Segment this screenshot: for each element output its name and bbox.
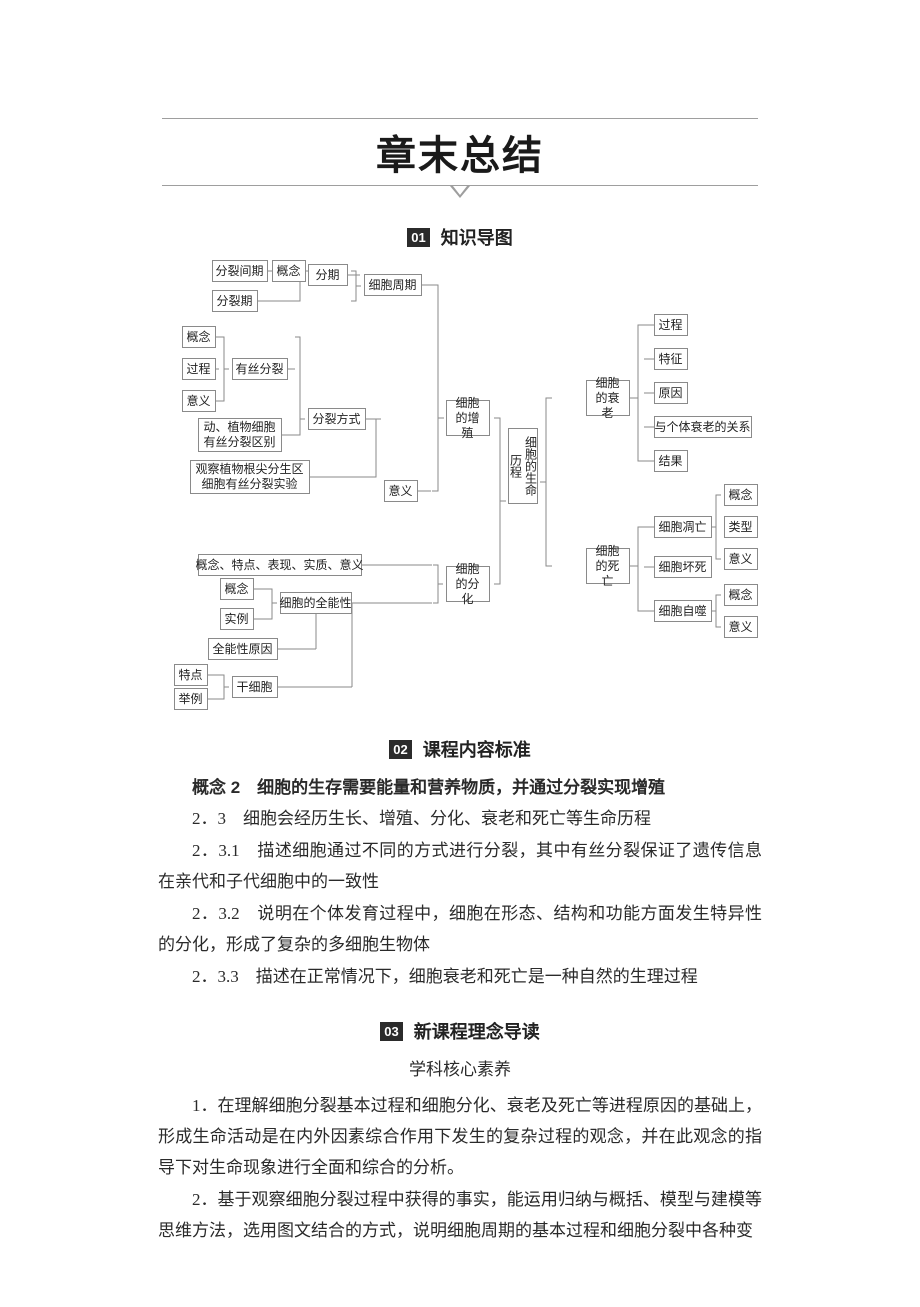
section-label: 知识导图: [441, 228, 513, 248]
diagram-node: 特征: [654, 348, 688, 370]
core-label: 学科核心素养: [158, 1054, 762, 1085]
diagram-node: 细胞周期: [364, 274, 422, 296]
core-literacy-body: 学科核心素养 1．在理解细胞分裂基本过程和细胞分化、衰老及死亡等进程原因的基础上…: [158, 1054, 762, 1247]
paragraph-2-3-2: 2．3.2 说明在个体发育过程中，细胞在形态、结构和功能方面发生特异性的分化，形…: [158, 898, 762, 961]
chapter-title: 章末总结: [158, 123, 762, 181]
diagram-node: 分裂期: [212, 290, 258, 312]
diagram-node: 细胞的全能性: [280, 592, 352, 614]
diagram-node: 特点: [174, 664, 208, 686]
section-label: 新课程理念导读: [414, 1022, 540, 1042]
diagram-node: 全能性原因: [208, 638, 278, 660]
diagram-node: 细胞自噬: [654, 600, 712, 622]
diagram-node: 观察植物根尖分生区细胞有丝分裂实验: [190, 460, 310, 494]
section-badge: 01: [407, 228, 429, 247]
section-heading-01: 01 知识导图: [158, 224, 762, 250]
diagram-node: 概念: [724, 484, 758, 506]
diagram-node: 细胞坏死: [654, 556, 712, 578]
core-paragraph-2: 2．基于观察细胞分裂过程中获得的事实，能运用归纳与概括、模型与建模等思维方法，选…: [158, 1184, 762, 1247]
banner-chevron-icon: [450, 186, 470, 198]
paragraph-2-3: 2．3 细胞会经历生长、增殖、分化、衰老和死亡等生命历程: [158, 803, 762, 834]
diagram-node: 意义: [182, 390, 216, 412]
knowledge-map-diagram: 细胞的生命历程细胞的增殖细胞的分化细胞的衰老细胞的死亡细胞周期分期概念分裂间期分…: [168, 260, 753, 710]
section-label: 课程内容标准: [423, 740, 531, 760]
concept-heading: 概念 2 细胞的生存需要能量和营养物质，并通过分裂实现增殖: [158, 772, 762, 803]
diagram-node: 细胞的分化: [446, 566, 490, 602]
diagram-node: 意义: [724, 548, 758, 570]
diagram-node: 类型: [724, 516, 758, 538]
paragraph-2-3-3: 2．3.3 描述在正常情况下，细胞衰老和死亡是一种自然的生理过程: [158, 961, 762, 992]
diagram-node: 细胞凋亡: [654, 516, 712, 538]
diagram-node: 实例: [220, 608, 254, 630]
diagram-node: 概念: [724, 584, 758, 606]
diagram-node: 过程: [654, 314, 688, 336]
core-paragraph-1: 1．在理解细胞分裂基本过程和细胞分化、衰老及死亡等进程原因的基础上，形成生命活动…: [158, 1090, 762, 1184]
diagram-node: 有丝分裂: [232, 358, 288, 380]
diagram-node: 细胞的生命历程: [508, 428, 538, 504]
diagram-node: 过程: [182, 358, 216, 380]
diagram-node: 细胞的死亡: [586, 548, 630, 584]
section-badge: 03: [380, 1022, 402, 1041]
diagram-node: 与个体衰老的关系: [654, 416, 752, 438]
diagram-node: 概念: [182, 326, 216, 348]
diagram-node: 分裂方式: [308, 408, 366, 430]
diagram-node: 概念: [220, 578, 254, 600]
diagram-node: 意义: [384, 480, 418, 502]
section-heading-02: 02 课程内容标准: [158, 736, 762, 762]
diagram-node: 概念: [272, 260, 306, 282]
chapter-title-banner: 章末总结: [158, 110, 762, 198]
content-standards-body: 概念 2 细胞的生存需要能量和营养物质，并通过分裂实现增殖 2．3 细胞会经历生…: [158, 772, 762, 992]
section-badge: 02: [389, 740, 411, 759]
paragraph-2-3-1: 2．3.1 描述细胞通过不同的方式进行分裂，其中有丝分裂保证了遗传信息在亲代和子…: [158, 835, 762, 898]
diagram-node: 细胞的衰老: [586, 380, 630, 416]
diagram-node: 动、植物细胞有丝分裂区别: [198, 418, 282, 452]
section-heading-03: 03 新课程理念导读: [158, 1018, 762, 1044]
diagram-node: 概念、特点、表现、实质、意义: [198, 554, 362, 576]
diagram-node: 结果: [654, 450, 688, 472]
diagram-node: 分裂间期: [212, 260, 268, 282]
diagram-node: 干细胞: [232, 676, 278, 698]
diagram-node: 分期: [308, 264, 348, 286]
banner-line-top: [162, 118, 758, 119]
diagram-node: 细胞的增殖: [446, 400, 490, 436]
diagram-node: 举例: [174, 688, 208, 710]
diagram-node: 原因: [654, 382, 688, 404]
diagram-node: 意义: [724, 616, 758, 638]
